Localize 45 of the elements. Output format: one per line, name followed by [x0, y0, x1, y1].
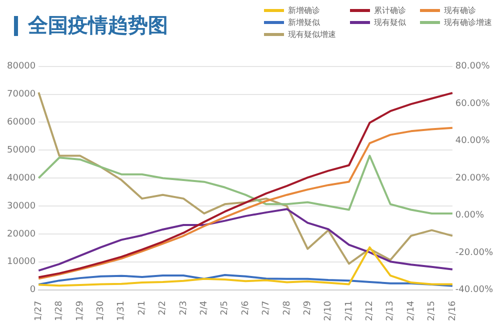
legend-label: 现有确诊 — [444, 5, 476, 16]
x-tick-label: 2/10 — [324, 300, 334, 322]
y-tick-label: 80000 — [6, 62, 36, 72]
x-tick-label: 2/13 — [386, 300, 396, 322]
y2-tick-label: -40.00% — [455, 285, 494, 296]
legend-label: 累计确诊 — [374, 5, 406, 16]
y2-tick-label: 0.00% — [455, 210, 484, 221]
legend-label: 新增确诊 — [288, 5, 320, 16]
y-tick-label: 60000 — [6, 118, 36, 128]
x-tick-label: 2/7 — [262, 300, 272, 316]
y-tick-label: 50000 — [6, 146, 36, 156]
y2-tick-label: 60.00% — [455, 98, 490, 109]
y-tick-label: 10000 — [6, 257, 36, 268]
legend-label: 现有疑似 — [374, 17, 406, 28]
x-tick-label: 2/6 — [240, 300, 251, 316]
y-tick-label: 30000 — [6, 201, 36, 212]
legend-label: 新增疑似 — [288, 17, 320, 28]
x-tick-label: 1/27 — [34, 300, 44, 322]
y-tick-label: 0 — [30, 285, 36, 296]
chart-title: 全国疫情趋势图 — [28, 12, 168, 39]
x-tick-label: 2/11 — [344, 300, 354, 322]
x-tick-label: 1/28 — [54, 300, 65, 322]
y2-tick-label: 20.00% — [455, 173, 490, 184]
x-tick-label: 2/16 — [448, 300, 458, 322]
x-tick-label: 1/30 — [96, 300, 106, 322]
y2-tick-label: -20.00% — [455, 248, 494, 258]
x-tick-label: 2/2 — [158, 300, 168, 316]
legend-label: 现有疑似增速 — [288, 29, 336, 40]
x-tick-label: 2/8 — [282, 300, 292, 316]
x-tick-label: 2/12 — [365, 300, 376, 322]
x-tick-label: 1/29 — [75, 300, 86, 322]
x-tick-label: 2/5 — [220, 300, 230, 316]
x-tick-label: 2/9 — [302, 300, 313, 316]
y-tick-label: 40000 — [6, 173, 36, 184]
y2-tick-label: 40.00% — [455, 136, 490, 146]
x-tick-label: 2/15 — [427, 300, 438, 322]
y2-tick-label: 80.00% — [455, 62, 490, 72]
y-tick-label: 70000 — [6, 90, 36, 100]
x-tick-label: 2/14 — [406, 300, 416, 322]
legend-label: 现有确诊增速 — [444, 17, 492, 28]
x-tick-label: 2/3 — [178, 300, 189, 316]
x-tick-label: 2/4 — [199, 300, 210, 316]
x-tick-label: 1/31 — [116, 300, 127, 322]
y-tick-label: 20000 — [6, 229, 36, 240]
x-tick-label: 2/1 — [137, 300, 148, 316]
